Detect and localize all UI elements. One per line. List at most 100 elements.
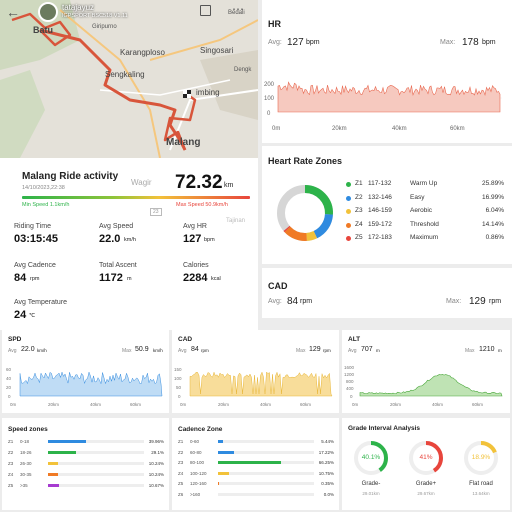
hr-zone-row: Z2 132-146 Easy 16.99% (346, 194, 508, 208)
zone-pct: 66.25% (318, 460, 334, 465)
hr-xtick-40: 40km (392, 126, 407, 132)
hr-zone-name: Aerobic (410, 207, 433, 214)
cad-small-card: CAD Avg 84 rpm Max 129 rpm 150 100 50 0 … (172, 330, 339, 413)
cad-small-ytick-150: 150 (174, 367, 182, 372)
zone-id: Z1 (178, 439, 184, 444)
spd-avg-label: Avg (8, 348, 17, 354)
hr-zone-dot (346, 209, 351, 214)
zone-range: 60-80 (190, 449, 202, 455)
hr-zones-donut[interactable] (270, 178, 340, 248)
cadence-zones-row: Z6 >160 0.0% (178, 491, 336, 502)
hr-zone-name: Threshold (410, 220, 439, 228)
zone-pct: 29.1% (151, 450, 164, 455)
cad-small-ytick-50: 50 (176, 385, 182, 390)
zone-id: Z2 (178, 449, 184, 455)
hr-zone-id: Z2 (355, 193, 363, 201)
stat-unit-total-ascent: m (127, 276, 132, 282)
hr-zone-row: Z4 159-172 Threshold 14.14% (346, 221, 508, 235)
alt-ytick-0: 0 (350, 394, 353, 399)
map-label-tajinan: Tajinan (226, 218, 246, 224)
share-icon[interactable] (200, 5, 211, 16)
stat-label-riding-time: Riding Time (14, 223, 51, 230)
cadence-zones-row: Z3 80-100 66.25% (178, 459, 336, 470)
hr-zone-dot (346, 222, 351, 228)
alt-ytick-1600: 1600 (344, 365, 355, 370)
cad-small-avg-label: Avg (178, 348, 187, 354)
alt-area (359, 373, 503, 397)
hr-zone-pct: 6.04% (485, 207, 504, 214)
map-label-wagir: Wagir (131, 178, 152, 187)
grade-title: Grade Interval Analysis (348, 425, 421, 432)
hr-zone-id: Z4 (355, 220, 363, 228)
grade-card: Grade Interval Analysis 40.1% Grade- 29.01… (342, 418, 510, 510)
speed-zones-row: Z5 >35 10.67% (8, 482, 166, 493)
zone-bar-fill (48, 451, 76, 454)
cad-small-max-unit: rpm (323, 348, 331, 353)
cadence-zones-card: Cadence Zone Z1 0-60 5.44% Z2 60-80 17.22% Z3 8… (172, 418, 339, 510)
zone-bar-fill (218, 450, 235, 454)
cad-max-label: Max: (446, 298, 462, 305)
map-label-singosari: Singosari (200, 46, 234, 55)
hr-title: HR (268, 19, 281, 29)
map-canvas[interactable] (0, 0, 258, 158)
hr-max-unit: bpm (482, 39, 496, 46)
grade-dist: 29.67km (417, 491, 435, 496)
hr-zone-name: Maximum (410, 234, 439, 241)
hr-zone-id: Z1 (355, 180, 363, 187)
back-arrow-icon[interactable]: ← (6, 4, 20, 20)
username: tatajayuz (62, 3, 95, 12)
hr-zone-id: Z3 (355, 207, 363, 214)
spd-ytick-60: 60 (6, 367, 12, 372)
cad-max-value: 129 (469, 296, 486, 307)
cad-small-chart[interactable]: 150 100 50 0 0m 20km 40km 60km (172, 360, 339, 410)
activity-summary-card: Malang Ride activity 14/10/2023,22:38 Wa… (0, 158, 258, 330)
cad-small-xtick-20: 20km (218, 402, 229, 407)
cad-small-avg-value: 84 (191, 346, 199, 353)
zone-bar-track (48, 484, 144, 487)
grade-item: 41% Grade+ 29.67km (401, 438, 451, 508)
zone-bar-track (218, 482, 314, 485)
zone-pct: 10.75% (318, 470, 334, 476)
hr-zone-range: 159-172 (368, 220, 392, 228)
cadence-zones-row: Z4 100-120 10.75% (178, 470, 336, 481)
spd-xtick-60: 60km (130, 402, 141, 407)
speed-zones-row: Z1 0-18 39.96% (8, 438, 166, 449)
cad-avg-value: 84 (287, 296, 299, 307)
zone-id: Z2 (8, 450, 14, 455)
cad-small-ytick-100: 100 (174, 376, 182, 381)
grade-ring (409, 441, 443, 475)
hr-zone-id: Z5 (355, 234, 363, 241)
hr-zone-dot (346, 182, 351, 187)
user-avatar[interactable] (38, 2, 58, 22)
hr-chart[interactable]: 200 100 0 0m 20km 40km 60km (262, 60, 512, 135)
zone-bar-fill (48, 462, 58, 465)
hr-zone-range: 146-159 (368, 207, 392, 214)
hr-zone-pct: 0.86% (485, 234, 504, 241)
grade-pct: 40.1% (361, 454, 381, 461)
zone-pct: 10.67% (148, 483, 164, 488)
spd-chart[interactable]: 60 40 20 0 0m 20km 40km 60km (2, 360, 169, 410)
stat-unit-avg-hr: bpm (204, 237, 215, 243)
donut-slice-z2 (313, 213, 333, 239)
map-label-imbing: imbing (196, 88, 220, 97)
stat-label-avg-hr: Avg HR (183, 223, 207, 230)
cadence-zones-row: Z1 0-60 5.44% (178, 438, 336, 449)
min-speed-label: Min Speed 1.1km/h (22, 202, 70, 208)
zone-bar-fill (218, 471, 229, 475)
route-map[interactable]: ← tatajayuz IGPSPORT BSC518 V1.11 ⋯ Batu… (0, 0, 258, 158)
alt-chart[interactable]: 1600 1200 800 400 0 0m 20km 40km 60km (342, 360, 510, 410)
hr-xtick-60: 60km (450, 126, 465, 132)
zone-bar-fill (218, 461, 282, 464)
stat-label-total-ascent: Total Ascent (99, 262, 137, 269)
alt-max-label: Max (465, 348, 475, 354)
alt-avg-value: 707 (361, 346, 373, 353)
more-icon[interactable]: ⋯ (232, 2, 244, 16)
zone-id: Z6 (178, 491, 184, 497)
alt-title: ALT (348, 336, 361, 343)
distance-unit: km (224, 182, 234, 189)
segment-badge: 23 (150, 208, 162, 216)
cad-small-avg-unit: rpm (201, 348, 209, 353)
alt-max-value: 1210 (479, 346, 495, 353)
activity-title: Malang Ride activity (22, 171, 119, 182)
zone-id: Z3 (8, 461, 14, 466)
